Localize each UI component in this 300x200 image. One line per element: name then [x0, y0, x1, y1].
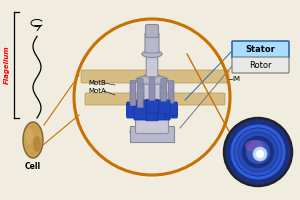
FancyBboxPatch shape	[130, 83, 136, 106]
Ellipse shape	[142, 50, 162, 58]
FancyBboxPatch shape	[232, 41, 289, 58]
FancyBboxPatch shape	[130, 126, 174, 142]
FancyBboxPatch shape	[149, 78, 155, 100]
FancyBboxPatch shape	[232, 57, 289, 73]
FancyBboxPatch shape	[145, 33, 159, 53]
FancyBboxPatch shape	[130, 80, 136, 103]
Ellipse shape	[245, 140, 263, 152]
FancyBboxPatch shape	[168, 80, 174, 103]
Ellipse shape	[23, 122, 43, 158]
FancyBboxPatch shape	[137, 78, 143, 101]
Ellipse shape	[130, 125, 174, 139]
FancyBboxPatch shape	[158, 106, 170, 120]
Text: Cell: Cell	[25, 162, 41, 171]
FancyBboxPatch shape	[134, 106, 146, 120]
FancyBboxPatch shape	[81, 70, 229, 83]
Text: MotA: MotA	[88, 88, 106, 94]
FancyBboxPatch shape	[146, 24, 158, 38]
FancyBboxPatch shape	[144, 75, 160, 105]
Text: IM: IM	[232, 76, 240, 82]
FancyBboxPatch shape	[127, 104, 139, 118]
Text: MotB: MotB	[88, 80, 106, 86]
FancyBboxPatch shape	[165, 104, 177, 118]
Ellipse shape	[33, 136, 41, 152]
FancyBboxPatch shape	[146, 99, 158, 113]
FancyBboxPatch shape	[146, 53, 158, 77]
FancyBboxPatch shape	[158, 100, 170, 114]
FancyBboxPatch shape	[161, 78, 167, 101]
FancyBboxPatch shape	[127, 102, 139, 116]
Ellipse shape	[136, 75, 168, 84]
FancyBboxPatch shape	[168, 83, 174, 106]
Text: Stator: Stator	[245, 45, 275, 54]
FancyBboxPatch shape	[146, 107, 158, 121]
Circle shape	[246, 140, 270, 164]
FancyBboxPatch shape	[134, 100, 146, 114]
FancyBboxPatch shape	[136, 102, 169, 134]
FancyBboxPatch shape	[161, 85, 167, 108]
Ellipse shape	[25, 128, 33, 144]
Circle shape	[224, 118, 292, 186]
FancyBboxPatch shape	[165, 102, 177, 116]
Circle shape	[256, 150, 264, 158]
Circle shape	[253, 147, 267, 161]
FancyBboxPatch shape	[85, 93, 225, 105]
FancyBboxPatch shape	[137, 85, 143, 108]
Text: Rotor: Rotor	[249, 60, 271, 70]
Text: Flagellum: Flagellum	[4, 46, 10, 84]
FancyBboxPatch shape	[149, 86, 155, 108]
